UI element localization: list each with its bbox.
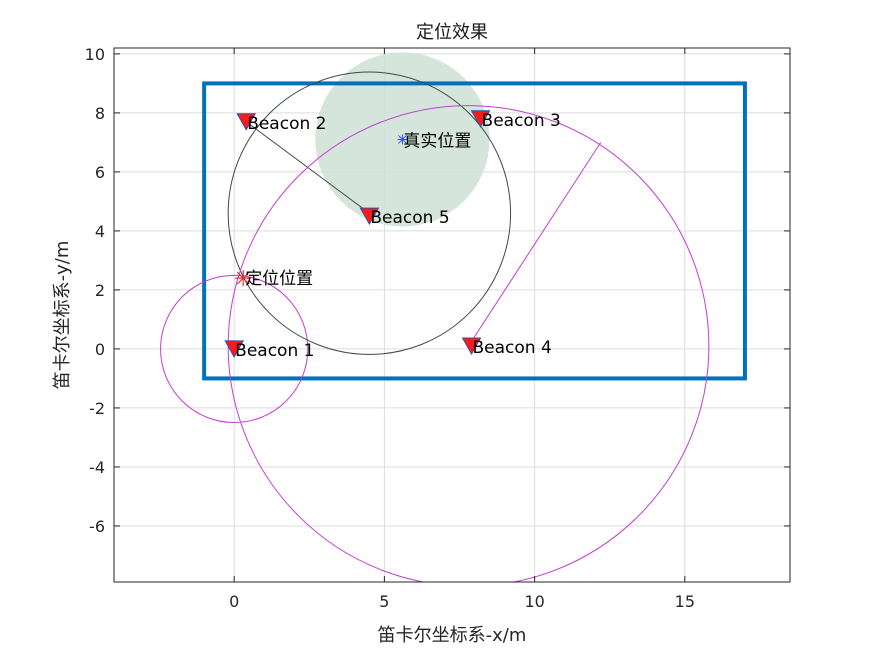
estimated-position-label: 定位位置 (245, 269, 313, 289)
x-tick-label: 5 (379, 592, 389, 611)
x-tick-label: 0 (229, 592, 239, 611)
y-tick-label: 0 (95, 340, 105, 359)
y-axis-label: 笛卡尔坐标系-y/m (52, 241, 73, 390)
true-position-marker (397, 134, 408, 145)
estimated-position-marker (235, 270, 252, 287)
beacon-marker (461, 337, 482, 355)
chart-title: 定位效果 (416, 22, 488, 43)
beacon-label: Beacon 4 (473, 338, 552, 358)
x-ticks: 0 5 10 15 (229, 48, 695, 611)
beacon-label: Beacon 2 (247, 114, 326, 134)
estimated-position-stroke (236, 271, 250, 285)
beacon-marker (236, 113, 257, 131)
y-tick-label: -2 (89, 399, 105, 418)
true-position-label: 真实位置 (403, 131, 471, 151)
y-tick-label: -6 (89, 517, 105, 536)
beacon-marker (359, 207, 380, 226)
data-layer (160, 52, 747, 582)
beacon-label: Beacon 3 (482, 111, 561, 131)
x-tick-label: 15 (675, 592, 695, 611)
y-tick-label: 10 (85, 45, 105, 64)
true-position-stroke (398, 135, 407, 144)
range-circle (160, 274, 309, 424)
point-labels: Beacon 1 Beacon 2 Beacon 3 Beacon 4 Beacon 5… (235, 111, 561, 361)
beacon-marker (470, 110, 491, 128)
range-circle (227, 71, 512, 355)
plot-frame (113, 47, 791, 583)
y-ticks: -6 -4 -2 0 2 4 6 8 10 (85, 45, 790, 536)
x-tick-label: 10 (524, 592, 544, 611)
y-tick-label: 2 (95, 281, 105, 300)
y-tick-label: 6 (95, 163, 105, 182)
beacon-label: Beacon 5 (370, 208, 449, 228)
beacon-label: Beacon 1 (235, 341, 314, 361)
y-tick-label: 8 (95, 104, 105, 123)
range-radius-line (468, 142, 602, 347)
beacon-marker (224, 340, 245, 358)
boundary-rectangle (202, 81, 747, 381)
x-axis-label: 笛卡尔坐标系-x/m (378, 625, 527, 646)
y-tick-label: -4 (89, 458, 105, 477)
y-tick-label: 4 (95, 222, 105, 241)
